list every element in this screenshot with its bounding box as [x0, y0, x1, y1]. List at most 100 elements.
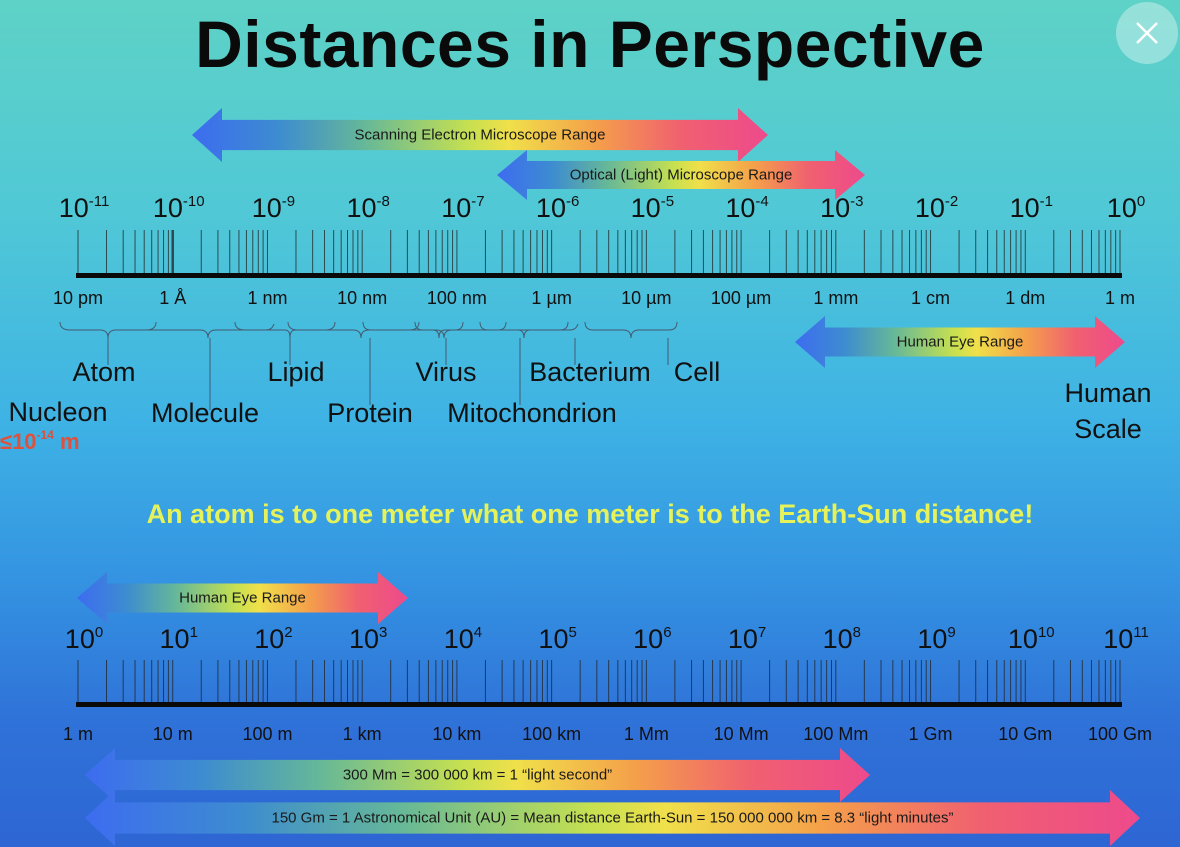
exp-power: 11: [1133, 624, 1149, 641]
label-virus: Virus: [415, 357, 477, 387]
exp-power: 0: [94, 624, 104, 641]
scale-unit-label: 10 µm: [621, 288, 672, 308]
scale-unit-label: 100 Gm: [1087, 724, 1153, 744]
scale-unit-label: 100 Mm: [803, 724, 869, 744]
exp-power: 2: [284, 624, 293, 641]
scale-bar: [76, 702, 1122, 707]
scale-exponent-label: 10-10: [153, 193, 205, 224]
scale-unit-label: 10 nm: [337, 288, 388, 308]
sem-range-label: Scanning Electron Microscope Range: [354, 126, 606, 144]
exp-power: -10: [182, 193, 205, 210]
scale-unit-label: 1 cm: [911, 288, 951, 308]
exp-base: 10: [633, 624, 664, 654]
exp-base: 10: [1007, 624, 1038, 654]
exp-base: 10: [159, 624, 190, 654]
nucleon-size-exp: -14: [36, 428, 54, 442]
scale-exponent-label: 10-7: [441, 193, 484, 224]
exp-power: -1: [1039, 193, 1053, 210]
scale-unit-label: 100 µm: [710, 288, 772, 308]
exp-power: -4: [755, 193, 769, 210]
exp-base: 10: [725, 193, 756, 223]
exp-power: 4: [473, 624, 483, 641]
scale-unit-label: 1 mm: [813, 288, 859, 308]
exp-base: 10: [1106, 193, 1137, 223]
exp-base: 10: [254, 624, 285, 654]
exp-power: -2: [944, 193, 959, 210]
exp-power: 1: [189, 624, 198, 641]
optical-range-label: Optical (Light) Microscope Range: [569, 166, 793, 184]
light-second-label: 300 Mm = 300 000 km = 1 “light second”: [342, 766, 613, 784]
exp-base: 10: [64, 624, 95, 654]
scale-exponent-label: 100: [65, 624, 103, 655]
scale-exponent-label: 10-6: [536, 193, 579, 224]
scale-unit-label: 1 Mm: [623, 724, 669, 744]
exp-base: 10: [443, 624, 474, 654]
scale-unit-label: 100 km: [522, 724, 582, 744]
exp-base: 10: [630, 193, 661, 223]
nucleon-size: ≤10-14 m: [0, 428, 80, 455]
scale-unit-label: 10 Gm: [998, 724, 1053, 744]
exp-power: 0: [1136, 193, 1146, 210]
scale-exponent-label: 104: [444, 624, 482, 655]
scale-exponent-label: 10-4: [725, 193, 768, 224]
exp-power: 6: [663, 624, 672, 641]
label-bacterium: Bacterium: [529, 357, 651, 387]
scale-exponent-label: 101: [160, 624, 198, 655]
scale-exponent-label: 100: [1107, 193, 1145, 224]
scale-exponent-label: 10-1: [1010, 193, 1053, 224]
scale-exponent-label: 102: [254, 624, 292, 655]
scale-exponent-label: 10-11: [59, 193, 110, 224]
scale-exponent-label: 10-5: [631, 193, 674, 224]
scale-unit-label: 1 km: [342, 724, 382, 744]
exp-base: 10: [251, 193, 282, 223]
label-nucleon: Nucleon: [8, 397, 108, 427]
scale-exponent-label: 108: [823, 624, 861, 655]
scale-unit-label: 100 m: [242, 724, 293, 744]
label-mitochondrion: Mitochondrion: [447, 398, 617, 428]
exp-base: 10: [441, 193, 472, 223]
close-button[interactable]: [1116, 2, 1178, 64]
exp-base: 10: [822, 624, 853, 654]
scale-unit-label: 100 nm: [426, 288, 487, 308]
scale-exponent-label: 10-2: [915, 193, 958, 224]
scale-unit-label: 10 m: [152, 724, 193, 744]
human-eye-range-label-bottom: Human Eye Range: [179, 589, 306, 607]
scale-unit-label: 10 Mm: [713, 724, 769, 744]
scale-unit-label: 1 Gm: [908, 724, 953, 744]
exp-base: 10: [58, 193, 89, 223]
exp-base: 10: [348, 624, 380, 654]
exp-power: 7: [757, 624, 767, 641]
scale-unit-label: 1 Å: [159, 288, 187, 308]
exp-base: 10: [535, 193, 566, 223]
exp-base: 10: [727, 624, 758, 654]
exp-power: -5: [660, 193, 675, 210]
scale-exponent-label: 10-3: [820, 193, 863, 224]
comparison-sentence: An atom is to one meter what one meter i…: [146, 499, 1034, 529]
nucleon-size-unit: m: [53, 429, 80, 454]
close-icon: [1136, 22, 1158, 44]
human-eye-range-label-top: Human Eye Range: [896, 333, 1024, 351]
scale-exponent-label: 1011: [1103, 624, 1149, 655]
exp-base: 10: [917, 624, 948, 654]
exp-base: 10: [538, 624, 569, 654]
label-molecule: Molecule: [150, 398, 260, 428]
label-lipid: Lipid: [267, 357, 325, 387]
page-title: Distances in Perspective: [195, 7, 985, 81]
scale-exponent-label: 10-9: [252, 193, 295, 224]
exp-power: -3: [850, 193, 864, 210]
scale-unit-label: 1 nm: [247, 288, 288, 308]
exp-power: 5: [568, 624, 577, 641]
exp-power: -6: [565, 193, 580, 210]
scale-exponent-label: 10-8: [346, 193, 389, 224]
scale-exponent-label: 1010: [1008, 624, 1055, 655]
exp-base: 10: [914, 193, 945, 223]
scale-exponent-label: 107: [728, 624, 766, 655]
scale-exponent-label: 106: [633, 624, 671, 655]
scale-unit-label: 1 µm: [531, 288, 572, 308]
exp-power: -11: [88, 193, 110, 210]
label-human-scale-1: Human: [1064, 378, 1152, 408]
label-human-scale-2: Scale: [1074, 414, 1142, 444]
exp-base: 10: [152, 193, 183, 223]
